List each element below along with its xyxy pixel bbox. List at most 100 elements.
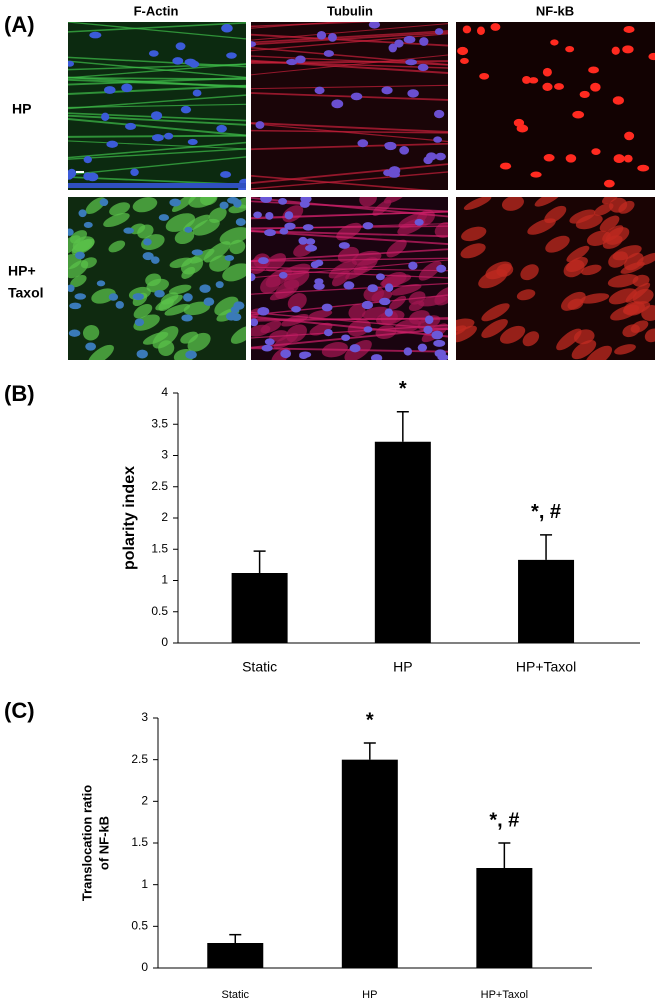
nucleus <box>261 344 273 352</box>
x-tick-label: Static <box>242 659 277 675</box>
fiber <box>251 33 448 52</box>
fiber <box>68 94 246 110</box>
nucleus <box>379 297 391 306</box>
y-axis-label: polarity index <box>121 466 138 570</box>
cell <box>522 331 540 347</box>
bar <box>374 441 431 643</box>
fiber <box>68 77 246 80</box>
cell <box>208 207 227 223</box>
fiber <box>251 225 448 229</box>
y-tick-label: 0 <box>161 635 168 649</box>
row-header: HP+ <box>8 263 36 279</box>
fiber <box>68 63 246 71</box>
nucleus <box>368 22 381 29</box>
cell <box>348 304 366 320</box>
nucleus <box>183 293 193 302</box>
nucleus <box>264 229 276 237</box>
nucleus <box>142 252 154 261</box>
cell <box>496 263 514 277</box>
significance-label: * <box>399 378 407 400</box>
nucleus <box>349 344 361 353</box>
nucleus <box>313 282 325 290</box>
nucleus <box>603 179 615 188</box>
fiber <box>251 30 448 44</box>
scale-bar <box>68 183 246 188</box>
cell <box>192 218 220 236</box>
cell <box>174 229 195 245</box>
cell <box>69 230 88 244</box>
cell <box>571 340 597 360</box>
nucleus <box>624 131 635 141</box>
fiber <box>251 84 448 90</box>
nucleus <box>403 347 413 356</box>
nucleus <box>299 200 310 208</box>
cell <box>103 212 130 228</box>
nucleus <box>516 124 529 133</box>
nucleus <box>323 50 335 57</box>
nucleus <box>278 197 288 205</box>
nucleus <box>376 273 385 281</box>
y-tick-label: 1.5 <box>131 835 148 849</box>
cell <box>567 298 584 310</box>
y-tick-label: 2.5 <box>131 752 148 766</box>
nucleus <box>550 39 559 46</box>
fiber <box>251 347 448 353</box>
nucleus <box>187 138 198 146</box>
nucleus <box>181 314 193 322</box>
cell <box>181 266 196 279</box>
nucleus <box>316 30 327 40</box>
y-tick-label: 1.5 <box>151 541 168 555</box>
nucleus <box>305 238 316 245</box>
nucleus <box>143 238 152 246</box>
nucleus <box>370 354 383 360</box>
fiber <box>251 129 448 134</box>
nucleus <box>579 90 590 99</box>
bar <box>518 559 575 643</box>
nucleus <box>225 312 237 321</box>
nucleus <box>407 89 419 98</box>
nucleus <box>251 273 256 282</box>
nucleus <box>68 284 75 293</box>
nucleus <box>108 293 119 301</box>
cell <box>556 328 582 351</box>
micrographs <box>68 22 655 360</box>
nucleus <box>83 221 93 229</box>
nucleus <box>327 32 337 42</box>
fiber <box>68 140 246 150</box>
nucleus <box>361 300 373 310</box>
cell <box>80 257 97 269</box>
fiber <box>251 266 448 272</box>
nucleus <box>350 92 363 101</box>
micrograph <box>456 22 655 190</box>
nucleus <box>381 86 393 95</box>
fiber <box>251 257 448 262</box>
micrograph <box>68 22 246 190</box>
nucleus <box>572 110 585 119</box>
nucleus <box>611 46 620 55</box>
nucleus <box>476 26 485 36</box>
fiber <box>251 22 377 28</box>
cell <box>269 287 295 301</box>
fiber <box>251 248 448 262</box>
y-tick-label: 2.5 <box>151 479 168 493</box>
nucleus <box>323 328 333 337</box>
cell <box>171 197 198 213</box>
nucleus <box>419 37 429 46</box>
nucleus <box>158 214 170 221</box>
fiber <box>68 118 246 137</box>
nucleus <box>431 330 443 340</box>
fiber <box>68 148 246 160</box>
nucleus <box>123 227 134 234</box>
panel-label: (C) <box>4 698 35 723</box>
cell <box>581 264 602 276</box>
cell <box>565 257 588 273</box>
column-header: Tubulin <box>327 3 373 18</box>
nucleus <box>362 222 374 230</box>
nucleus <box>637 164 650 172</box>
nucleus <box>388 43 398 53</box>
y-tick-label: 3.5 <box>151 416 168 430</box>
nucleus <box>125 122 137 130</box>
cell <box>618 200 635 214</box>
nucleus <box>279 227 289 235</box>
